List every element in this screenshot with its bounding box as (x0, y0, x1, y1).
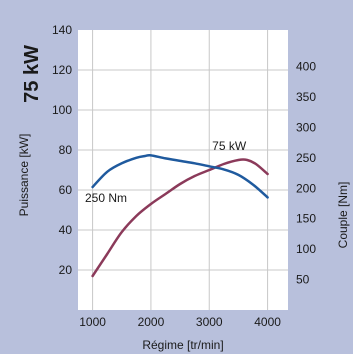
series-layer (91, 154, 269, 278)
y-left-tick-label: 80 (59, 143, 73, 157)
y-axis-right-title: Couple [Nm] (336, 182, 350, 249)
power-curve (91, 158, 269, 278)
y-right-tick-label: 50 (296, 273, 310, 287)
x-axis-title: Régime [tr/min] (142, 338, 223, 352)
y-left-tick-label: 40 (59, 223, 73, 237)
y-left-tick-label: 100 (52, 103, 72, 117)
torque-annotation: 250 Nm (85, 191, 127, 205)
power-annotation: 75 kW (212, 139, 247, 153)
y-right-tick-label: 150 (296, 212, 316, 226)
x-tick-label: 4000 (254, 315, 281, 329)
x-tick-label: 3000 (196, 315, 223, 329)
y-right-tick-label: 350 (296, 90, 316, 104)
tick-labels: 1000 2000 3000 4000 20 40 60 80 100 120 140 50 100 15… (52, 23, 316, 329)
x-tick-label: 1000 (79, 315, 106, 329)
plot-area (78, 30, 288, 310)
y-left-tick-label: 60 (59, 183, 73, 197)
torque-curve (91, 154, 269, 199)
y-left-tick-label: 140 (52, 23, 72, 37)
power-badge: 75 kW (21, 45, 43, 103)
y-right-tick-label: 100 (296, 242, 316, 256)
y-axis-left-title: Puissance [kW] (17, 134, 31, 217)
y-left-tick-label: 120 (52, 63, 72, 77)
y-right-tick-label: 300 (296, 120, 316, 134)
y-left-tick-label: 20 (59, 263, 73, 277)
y-right-tick-label: 200 (296, 181, 316, 195)
y-right-tick-label: 400 (296, 60, 316, 74)
y-right-tick-label: 250 (296, 151, 316, 165)
x-tick-label: 2000 (138, 315, 165, 329)
